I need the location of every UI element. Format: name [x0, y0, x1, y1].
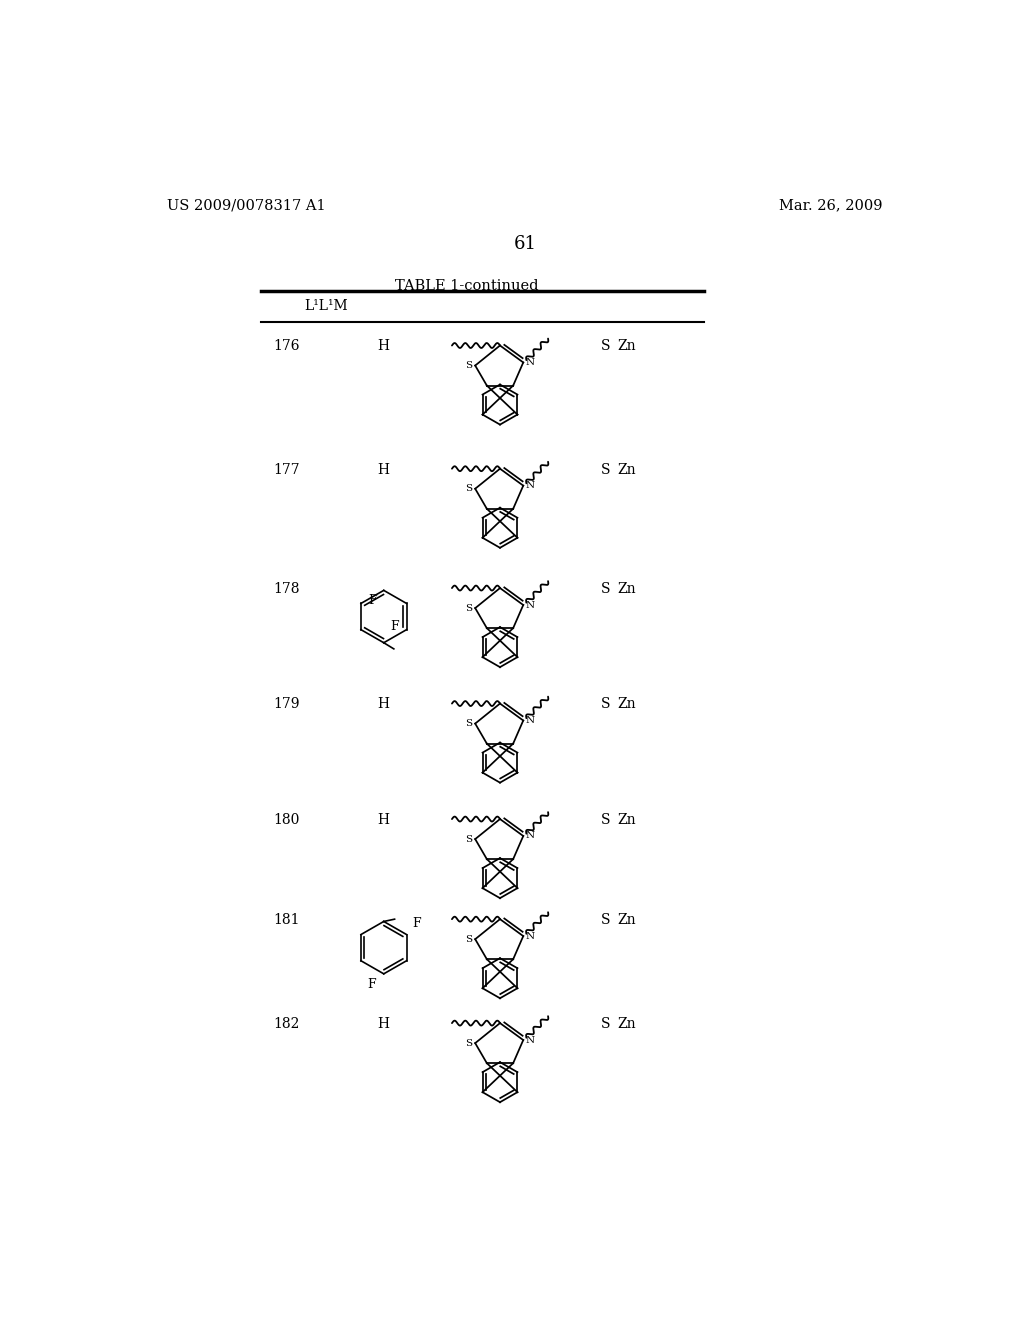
Text: Zn: Zn — [617, 913, 637, 927]
Text: 180: 180 — [273, 813, 300, 826]
Text: S: S — [601, 582, 610, 595]
Text: Zn: Zn — [617, 582, 637, 595]
Text: H: H — [378, 462, 390, 477]
Text: H: H — [378, 697, 390, 711]
Text: S: S — [601, 913, 610, 927]
Text: 181: 181 — [273, 913, 300, 927]
Text: F: F — [390, 620, 398, 634]
Text: H: H — [378, 339, 390, 354]
Text: L¹L¹M: L¹L¹M — [304, 300, 347, 313]
Text: Zn: Zn — [617, 462, 637, 477]
Text: Zn: Zn — [617, 339, 637, 354]
Text: 177: 177 — [273, 462, 300, 477]
Text: 176: 176 — [273, 339, 300, 354]
Text: 61: 61 — [513, 235, 537, 253]
Text: S: S — [601, 813, 610, 826]
Text: H: H — [378, 813, 390, 826]
Text: F: F — [368, 978, 376, 991]
Text: H: H — [378, 1016, 390, 1031]
Text: S: S — [601, 697, 610, 711]
Text: S: S — [466, 603, 472, 612]
Text: TABLE 1-continued: TABLE 1-continued — [395, 279, 539, 293]
Text: S: S — [466, 935, 472, 944]
Text: N: N — [525, 932, 535, 941]
Text: S: S — [466, 834, 472, 843]
Text: S: S — [466, 362, 472, 370]
Text: Zn: Zn — [617, 1016, 637, 1031]
Text: Mar. 26, 2009: Mar. 26, 2009 — [779, 198, 883, 213]
Text: Zn: Zn — [617, 813, 637, 826]
Text: S: S — [466, 1039, 472, 1048]
Text: S: S — [601, 462, 610, 477]
Text: 179: 179 — [273, 697, 300, 711]
Text: S: S — [601, 339, 610, 354]
Text: N: N — [525, 832, 535, 841]
Text: F: F — [413, 917, 422, 929]
Text: N: N — [525, 1036, 535, 1044]
Text: N: N — [525, 601, 535, 610]
Text: US 2009/0078317 A1: US 2009/0078317 A1 — [167, 198, 326, 213]
Text: F: F — [369, 594, 377, 607]
Text: S: S — [466, 719, 472, 729]
Text: 178: 178 — [273, 582, 300, 595]
Text: S: S — [466, 484, 472, 494]
Text: S: S — [601, 1016, 610, 1031]
Text: N: N — [525, 358, 535, 367]
Text: Zn: Zn — [617, 697, 637, 711]
Text: N: N — [525, 715, 535, 725]
Text: N: N — [525, 482, 535, 490]
Text: 182: 182 — [273, 1016, 300, 1031]
